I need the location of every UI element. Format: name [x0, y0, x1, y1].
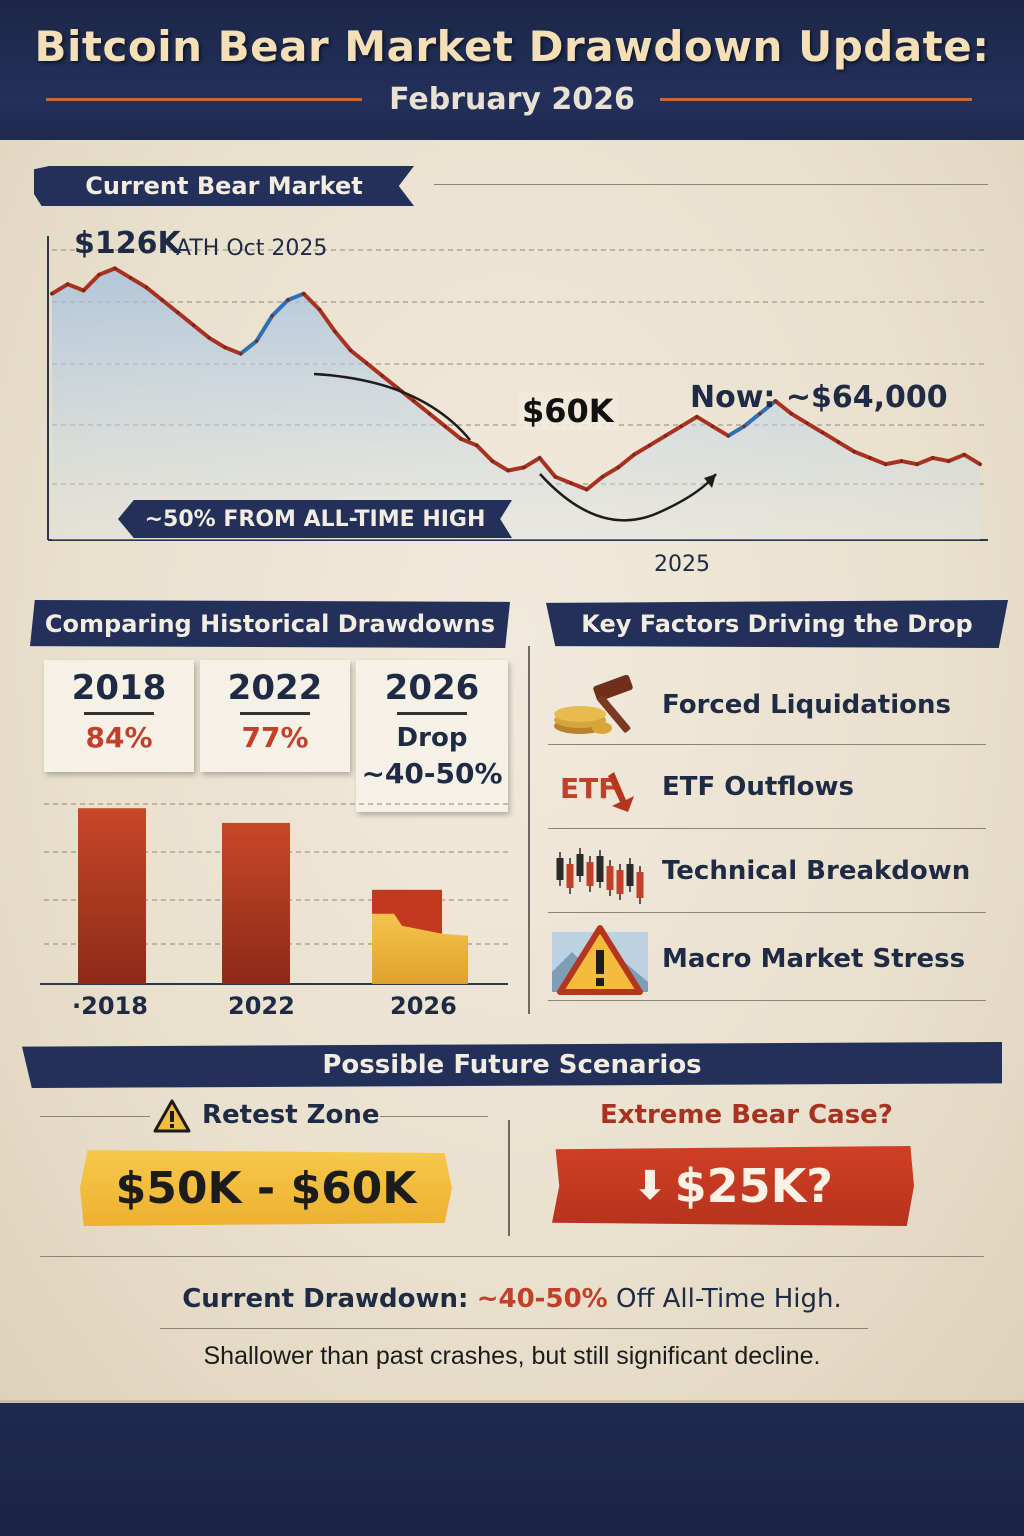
bar-label-2022: 2022 — [228, 992, 295, 1020]
factor-label: ETF Outflows — [662, 772, 854, 802]
factor-macro-stress: Macro Market Stress — [548, 918, 988, 1000]
factor-label: Macro Market Stress — [662, 944, 966, 974]
historical-banner: Comparing Historical Drawdowns — [30, 600, 510, 648]
etf-icon-text: ETF — [560, 772, 617, 805]
scenarios-banner: Possible Future Scenarios — [22, 1042, 1002, 1088]
card-year: 2018 — [71, 668, 167, 708]
factor-technical-breakdown: Technical Breakdown — [548, 830, 988, 912]
scenario-divider — [508, 1120, 510, 1236]
drawdown-bar — [78, 808, 146, 984]
factor-etf-outflows: ETF ETF Outflows — [548, 746, 988, 828]
page-subtitle: February 2026 — [389, 82, 635, 117]
card-percent: 84% — [85, 721, 153, 754]
banner-rule — [434, 184, 988, 185]
candle-body — [596, 856, 604, 882]
card-divider — [397, 712, 467, 715]
candle-body — [576, 854, 584, 876]
candle-body — [556, 858, 564, 880]
factor-divider — [548, 744, 986, 745]
candle-body — [606, 866, 614, 890]
factor-forced-liquidations: Forced Liquidations — [548, 664, 988, 746]
card-year: 2022 — [227, 668, 323, 708]
current-price-label: Now: ~$64,000 — [690, 380, 948, 415]
ath-value-label: $126K — [74, 226, 181, 261]
summary-underline — [160, 1328, 868, 1329]
card-drop-label: Drop — [396, 723, 468, 753]
summary-line: Current Drawdown: ~40-50% Off All-Time H… — [0, 1284, 1024, 1314]
drawdown-card-2018: 2018 84% — [44, 660, 194, 772]
candle-body — [626, 864, 634, 886]
candle-body — [636, 872, 644, 898]
candle-body — [566, 864, 574, 888]
card-range: ~40-50% — [361, 757, 503, 790]
scenario-rule — [40, 1116, 150, 1117]
bear-case-title: Extreme Bear Case? — [600, 1100, 893, 1130]
retest-zone-title: Retest Zone — [202, 1100, 380, 1130]
etf-arrow-icon: ETF — [548, 751, 652, 823]
summary-highlight: ~40-50% — [476, 1284, 608, 1314]
summary-lead: Current Drawdown: — [182, 1284, 469, 1314]
bar-label-2026: 2026 — [390, 992, 457, 1020]
scenario-rule — [380, 1116, 488, 1117]
warning-icon — [153, 1099, 191, 1133]
factor-divider — [548, 828, 986, 829]
retest-zone-range: $50K - $60K — [80, 1150, 452, 1226]
page-title: Bitcoin Bear Market Drawdown Update: — [34, 22, 990, 71]
candle-body — [616, 870, 624, 894]
summary-tail: Off All-Time High. — [615, 1284, 842, 1314]
drawdown-bar-range — [372, 913, 468, 984]
card-year: 2026 — [384, 668, 480, 708]
x-axis-year-label: 2025 — [654, 552, 710, 577]
drawdown-card-2026: 2026 Drop ~40-50% — [356, 660, 508, 812]
current-bear-banner: Current Bear Market — [34, 166, 414, 206]
factor-label: Technical Breakdown — [662, 856, 971, 886]
footer-band — [0, 1400, 1024, 1536]
ath-date-label: ATH Oct 2025 — [176, 236, 328, 261]
bar-label-2018: ·2018 — [72, 992, 148, 1020]
gavel-coins-icon — [548, 669, 652, 741]
card-percent: 77% — [241, 721, 309, 754]
candle-body — [586, 862, 594, 886]
low-value-label: $60K — [518, 392, 618, 430]
factor-label: Forced Liquidations — [662, 690, 951, 720]
summary-rule — [40, 1256, 984, 1257]
drawdown-tag: ~50% FROM ALL-TIME HIGH — [118, 500, 512, 538]
factor-divider — [548, 1000, 986, 1001]
bear-case-box: ⬇ $25K? — [552, 1146, 914, 1226]
candlestick-icon — [548, 835, 652, 907]
key-factors-banner: Key Factors Driving the Drop — [546, 600, 1008, 648]
card-divider — [84, 712, 154, 715]
summary-note: Shallower than past crashes, but still s… — [203, 1342, 821, 1370]
drawdown-card-2022: 2022 77% — [200, 660, 350, 772]
header-band — [0, 0, 1024, 140]
drawdown-bar — [222, 822, 290, 984]
down-arrow-icon: ⬇ — [633, 1163, 667, 1209]
card-divider — [240, 712, 310, 715]
subtitle-rule-right — [660, 98, 972, 101]
factor-divider — [548, 912, 986, 913]
warning-triangle-icon — [548, 923, 652, 995]
section-divider — [528, 646, 530, 1014]
subtitle-rule-left — [46, 98, 362, 101]
bear-case-value: $25K? — [674, 1159, 833, 1213]
